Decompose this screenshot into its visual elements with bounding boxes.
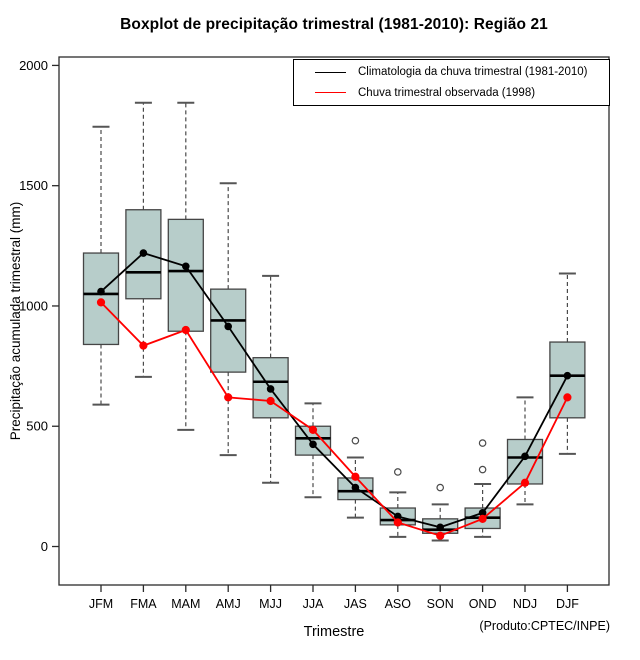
climatology-line-sample	[315, 71, 346, 73]
outlier-JAS-0	[351, 436, 360, 445]
observed-point-JFM	[96, 298, 106, 307]
box-AMJ	[210, 288, 247, 373]
climatology-point-DJF	[563, 371, 572, 380]
x-tick-label-JJA: JJA	[303, 597, 325, 611]
observed-point-ASO	[393, 518, 402, 527]
observed-point-AMJ	[224, 393, 233, 402]
climatology-point-JAS	[351, 483, 360, 492]
climatology-point-OND	[478, 509, 487, 517]
outlier-SON-0	[436, 483, 445, 492]
x-tick-label-DJF: DJF	[556, 597, 579, 611]
legend-item-climatology: Climatologia da chuva trimestral (1981-2…	[294, 64, 609, 81]
observed-point-DJF	[563, 393, 572, 402]
climatology-line	[100, 252, 569, 529]
y-axis-label: Precipitação acumulada trimestral (mm)	[8, 201, 23, 441]
climatology-point-NDJ	[521, 452, 529, 461]
x-tick-label-FMA: FMA	[130, 597, 157, 611]
observed-point-JJA	[308, 425, 318, 434]
observed-point-MAM	[181, 325, 190, 335]
y-tick-label-2000: 2000	[19, 58, 48, 73]
climatology-point-SON	[436, 523, 445, 532]
observed-point-JAS	[351, 472, 360, 481]
y-tick-label-1500: 1500	[19, 178, 48, 193]
climatology-point-AMJ	[224, 322, 232, 331]
observed-point-NDJ	[520, 478, 530, 487]
outlier-ASO-0	[393, 468, 402, 476]
box-MAM	[167, 218, 204, 332]
climatology-point-MAM	[182, 262, 190, 271]
observed-point-FMA	[139, 341, 148, 350]
climatology-point-ASO	[394, 512, 402, 521]
x-tick-label-MJJ: MJJ	[259, 597, 282, 611]
climatology-point-JFM	[97, 287, 105, 296]
x-axis-label: Trimestre	[303, 624, 365, 640]
x-tick-label-JAS: JAS	[344, 597, 367, 611]
x-tick-label-ASO: ASO	[385, 597, 412, 611]
source-note: (Produto:CPTEC/INPE)	[479, 619, 610, 633]
outlier-OND-1	[478, 439, 487, 447]
x-tick-label-NDJ: NDJ	[513, 597, 537, 611]
climatology-point-JJA	[309, 440, 317, 449]
legend-label-observed: Chuva trimestral observada (1998)	[358, 86, 536, 99]
y-tick-label-1000: 1000	[19, 298, 48, 313]
x-tick-label-OND: OND	[469, 597, 497, 611]
observed-line	[100, 301, 569, 537]
chart-title: Boxplot de precipitação trimestral (1981…	[120, 16, 548, 33]
climatology-point-FMA	[139, 249, 148, 257]
legend-item-observed: Chuva trimestral observada (1998)	[294, 84, 609, 101]
y-tick-label-0: 0	[41, 539, 48, 554]
box-NDJ	[506, 438, 544, 485]
legend-label-climatology: Climatologia da chuva trimestral (1981-2…	[358, 66, 588, 79]
observed-point-SON	[436, 531, 445, 540]
outlier-OND-0	[478, 465, 487, 474]
observed-line-sample	[315, 92, 346, 94]
observed-point-MJJ	[266, 396, 275, 406]
observed-point-OND	[478, 514, 487, 523]
x-tick-label-JFM: JFM	[89, 597, 113, 611]
x-tick-label-AMJ: AMJ	[216, 597, 241, 611]
plot-border	[58, 56, 610, 586]
box-DJF	[549, 341, 586, 419]
x-tick-label-MAM: MAM	[171, 597, 200, 611]
y-tick-label-500: 500	[26, 419, 48, 434]
climatology-point-MJJ	[266, 385, 275, 393]
legend: Climatologia da chuva trimestral (1981-2…	[293, 59, 610, 106]
x-tick-label-SON: SON	[427, 597, 454, 611]
